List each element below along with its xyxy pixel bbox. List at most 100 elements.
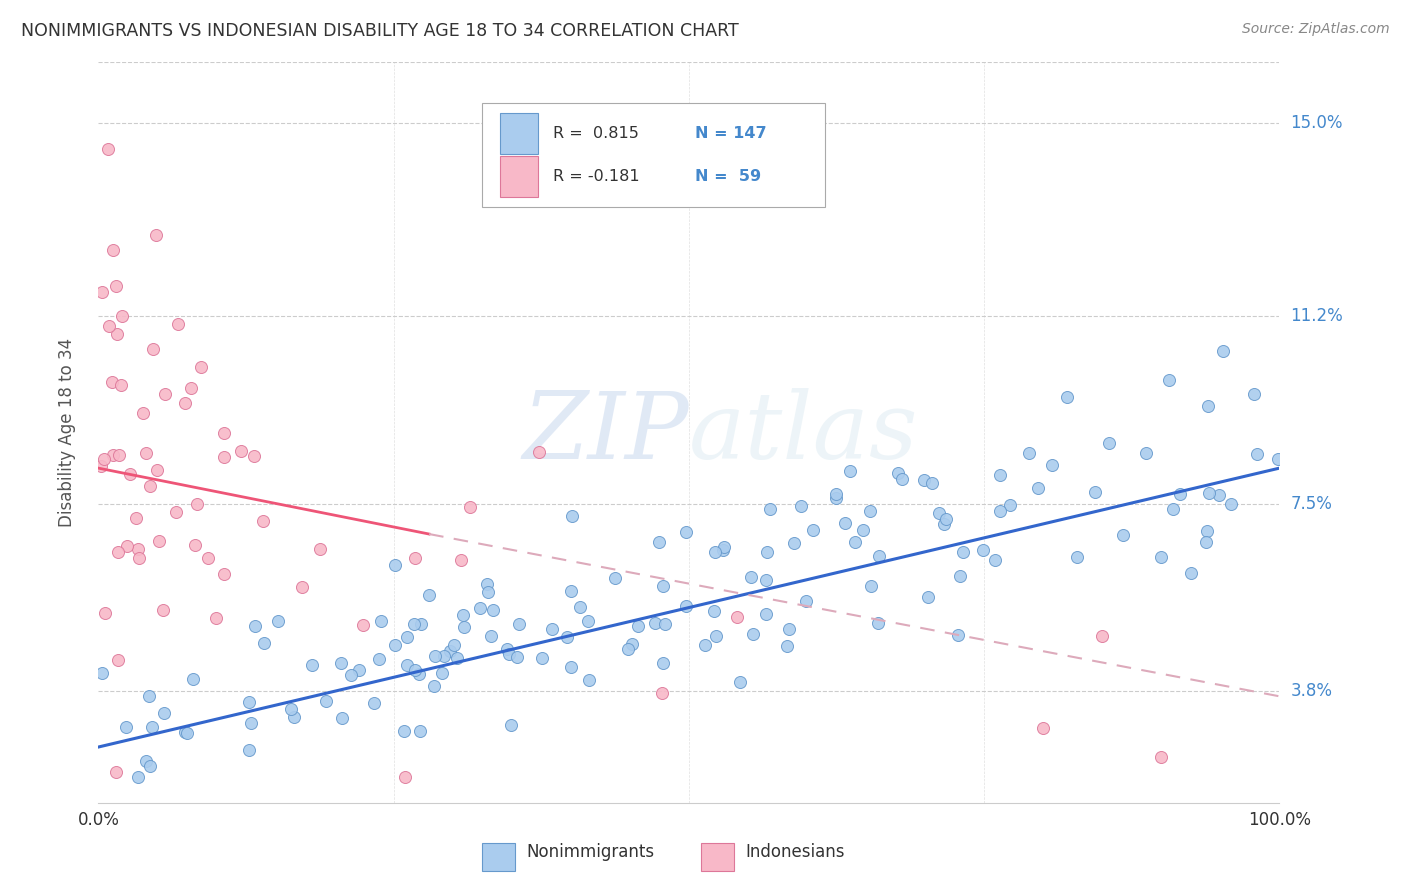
- Point: [603, 571, 626, 585]
- Point: [1219, 498, 1241, 512]
- Point: [1267, 452, 1289, 467]
- Text: atlas: atlas: [689, 388, 918, 477]
- Point: [174, 724, 197, 739]
- Text: R = -0.181: R = -0.181: [553, 169, 640, 184]
- Point: [330, 711, 353, 725]
- Point: [921, 476, 943, 491]
- Point: [186, 497, 208, 511]
- Point: [138, 689, 160, 703]
- Point: [450, 553, 472, 567]
- Point: [576, 615, 599, 629]
- Point: [91, 285, 114, 300]
- Point: [952, 545, 974, 559]
- Point: [347, 663, 370, 677]
- Point: [495, 641, 517, 656]
- Point: [315, 694, 337, 708]
- Point: [404, 663, 426, 677]
- Point: [988, 468, 1011, 483]
- Point: [97, 142, 120, 156]
- Point: [935, 512, 957, 526]
- Point: [439, 643, 461, 657]
- Point: [742, 627, 765, 641]
- Text: Indonesians: Indonesians: [745, 844, 845, 862]
- Point: [477, 577, 499, 591]
- Point: [647, 535, 669, 549]
- Point: [184, 538, 207, 552]
- Point: [479, 629, 502, 643]
- Point: [1246, 447, 1268, 461]
- Point: [1243, 387, 1265, 401]
- Text: N = 147: N = 147: [695, 127, 766, 141]
- Point: [866, 616, 889, 631]
- Point: [283, 710, 305, 724]
- Point: [267, 614, 290, 628]
- Point: [101, 243, 124, 257]
- Point: [713, 540, 735, 554]
- Point: [329, 657, 352, 671]
- Point: [153, 386, 176, 401]
- Point: [308, 542, 330, 557]
- Point: [481, 603, 503, 617]
- Point: [501, 717, 523, 731]
- Point: [214, 566, 236, 581]
- Point: [1208, 488, 1230, 502]
- Point: [755, 574, 778, 588]
- Point: [173, 396, 195, 410]
- Point: [794, 594, 817, 608]
- Point: [859, 579, 882, 593]
- Point: [1135, 445, 1157, 459]
- Point: [470, 601, 492, 615]
- Point: [1168, 487, 1191, 501]
- Point: [402, 617, 425, 632]
- Point: [301, 658, 323, 673]
- Point: [1180, 566, 1202, 580]
- Point: [1066, 549, 1088, 564]
- Point: [844, 535, 866, 549]
- Point: [153, 706, 176, 720]
- Point: [108, 448, 131, 462]
- Point: [395, 657, 418, 672]
- Point: [675, 525, 697, 540]
- Point: [128, 551, 150, 566]
- Point: [949, 568, 972, 582]
- Point: [103, 448, 125, 462]
- Point: [394, 771, 416, 785]
- Point: [725, 609, 748, 624]
- Point: [498, 647, 520, 661]
- Point: [253, 636, 276, 650]
- Point: [115, 539, 138, 553]
- Point: [90, 458, 112, 473]
- Point: [180, 381, 202, 395]
- Point: [453, 620, 475, 634]
- Point: [644, 615, 666, 630]
- Text: Nonimmigrants: Nonimmigrants: [526, 844, 654, 862]
- Point: [418, 588, 440, 602]
- Point: [693, 638, 716, 652]
- Point: [131, 407, 153, 421]
- Point: [148, 533, 170, 548]
- Point: [107, 653, 129, 667]
- Point: [759, 501, 782, 516]
- Point: [363, 696, 385, 710]
- Point: [110, 378, 132, 392]
- Point: [1149, 550, 1171, 565]
- Point: [107, 545, 129, 559]
- Point: [1040, 458, 1063, 473]
- FancyBboxPatch shape: [501, 156, 537, 196]
- Text: NONIMMIGRANTS VS INDONESIAN DISABILITY AGE 18 TO 34 CORRELATION CHART: NONIMMIGRANTS VS INDONESIAN DISABILITY A…: [21, 22, 738, 40]
- Point: [243, 618, 266, 632]
- Point: [446, 651, 468, 665]
- Text: N =  59: N = 59: [695, 169, 761, 184]
- Point: [212, 450, 235, 464]
- Point: [728, 675, 751, 690]
- Point: [105, 326, 128, 341]
- Point: [1032, 721, 1054, 735]
- Point: [578, 673, 600, 687]
- Point: [972, 543, 994, 558]
- Point: [97, 318, 120, 333]
- Point: [569, 599, 592, 614]
- Point: [433, 648, 456, 663]
- Point: [238, 743, 260, 757]
- Point: [755, 607, 778, 621]
- Text: 15.0%: 15.0%: [1291, 114, 1343, 132]
